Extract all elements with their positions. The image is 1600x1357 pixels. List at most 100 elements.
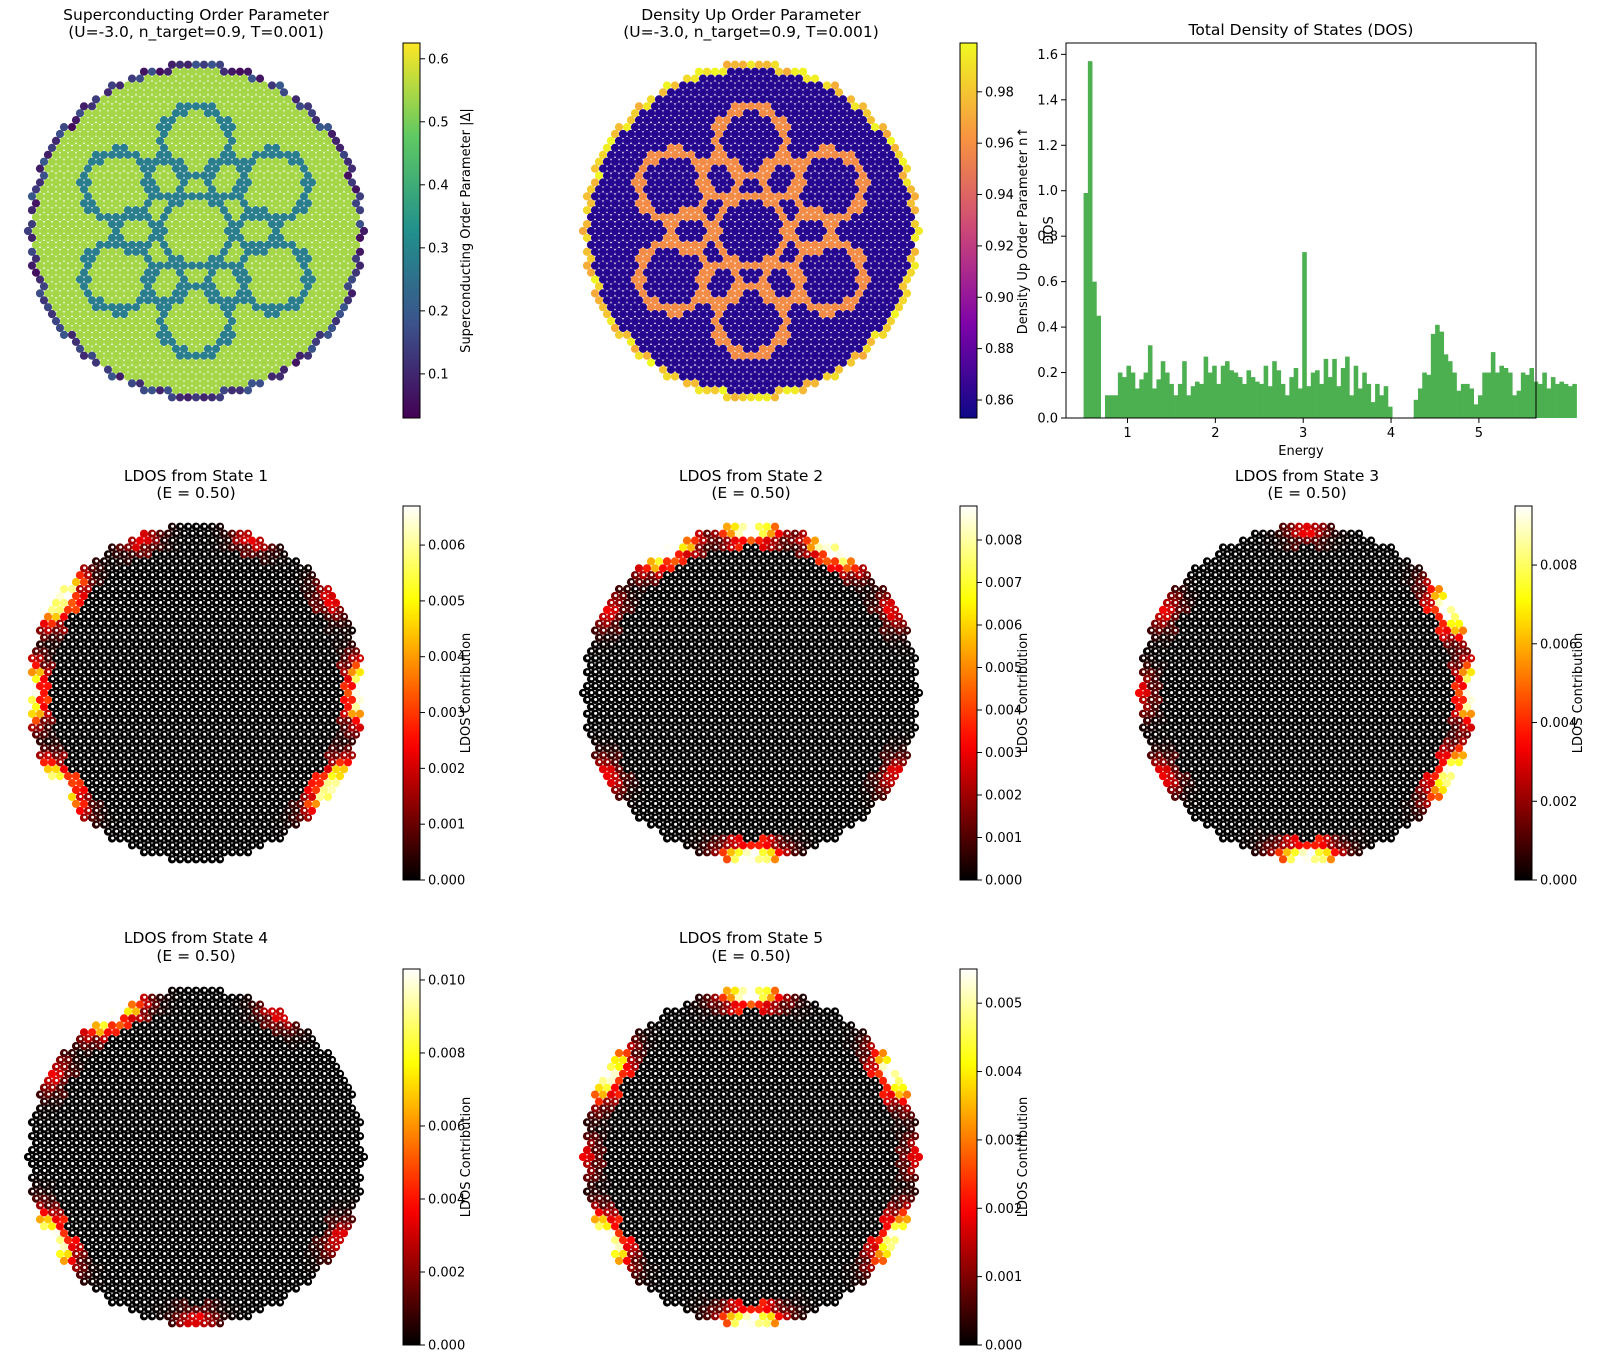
site-highlight xyxy=(199,657,202,660)
lattice-site xyxy=(875,282,883,290)
lattice-site xyxy=(743,165,751,173)
lattice-site xyxy=(292,345,300,353)
lattice-site xyxy=(631,262,639,270)
lattice-site xyxy=(711,123,719,131)
lattice-site xyxy=(72,241,80,249)
site-highlight xyxy=(251,580,254,583)
lattice-site xyxy=(635,227,643,235)
lattice-site xyxy=(112,282,120,290)
lattice-site xyxy=(256,366,264,374)
lattice-site xyxy=(751,123,759,131)
colorbar-label: Superconducting Order Parameter |Δ| xyxy=(459,108,474,353)
lattice-site xyxy=(815,137,823,145)
lattice-site xyxy=(356,206,364,214)
lattice-site xyxy=(815,248,823,256)
lattice-site xyxy=(847,165,855,173)
lattice-site xyxy=(168,366,176,374)
lattice-site xyxy=(68,303,76,311)
lattice-site xyxy=(695,68,703,76)
lattice-site xyxy=(843,296,851,304)
site-highlight xyxy=(211,580,214,583)
lattice-site xyxy=(631,109,639,117)
lattice-site xyxy=(707,75,715,83)
lattice-site xyxy=(759,345,767,353)
lattice-site xyxy=(635,158,643,166)
lattice-site xyxy=(168,241,176,249)
lattice-site xyxy=(292,220,300,228)
site-highlight xyxy=(115,580,118,583)
site-highlight xyxy=(191,684,194,687)
lattice-site xyxy=(679,345,687,353)
site-highlight xyxy=(215,629,218,632)
lattice-site xyxy=(843,241,851,249)
lattice-site xyxy=(827,310,835,318)
lattice-site xyxy=(911,262,919,270)
lattice-site xyxy=(192,185,200,193)
lattice-site xyxy=(144,199,152,207)
lattice-site xyxy=(168,393,176,401)
site-highlight xyxy=(131,663,134,666)
lattice-site xyxy=(288,158,296,166)
lattice-site xyxy=(124,165,132,173)
lattice-site xyxy=(903,275,911,283)
lattice-site xyxy=(92,262,100,270)
lattice-site xyxy=(663,220,671,228)
lattice-site xyxy=(695,81,703,89)
site-highlight xyxy=(239,560,242,563)
lattice-site xyxy=(647,192,655,200)
lattice-site xyxy=(671,165,679,173)
lattice-site xyxy=(747,185,755,193)
site-highlight xyxy=(167,670,170,673)
lattice-site xyxy=(240,199,248,207)
site-highlight xyxy=(267,636,270,639)
site-highlight xyxy=(211,663,214,666)
lattice-site xyxy=(847,123,855,131)
lattice-site xyxy=(292,262,300,270)
lattice-site xyxy=(176,144,184,152)
lattice-site xyxy=(260,220,268,228)
lattice-site xyxy=(739,282,747,290)
site-highlight xyxy=(211,553,214,556)
lattice-site xyxy=(699,255,707,263)
lattice-site xyxy=(216,324,224,332)
lattice-site xyxy=(615,192,623,200)
lattice-site xyxy=(895,289,903,297)
lattice-site xyxy=(276,275,284,283)
lattice-site xyxy=(899,282,907,290)
lattice-site xyxy=(779,213,787,221)
lattice-site xyxy=(867,185,875,193)
lattice-site xyxy=(88,338,96,346)
lattice-site xyxy=(867,199,875,207)
lattice-site xyxy=(863,206,871,214)
lattice-site xyxy=(711,359,719,367)
lattice-site xyxy=(803,296,811,304)
site-highlight xyxy=(231,560,234,563)
lattice-site xyxy=(284,151,292,159)
lattice-site xyxy=(639,165,647,173)
lattice-site xyxy=(236,345,244,353)
lattice-site xyxy=(312,144,320,152)
lattice-site xyxy=(791,303,799,311)
lattice-site xyxy=(707,338,715,346)
lattice-site xyxy=(44,275,52,283)
site-highlight xyxy=(183,587,186,590)
lattice-site xyxy=(591,220,599,228)
lattice-site xyxy=(192,338,200,346)
lattice-site xyxy=(136,269,144,277)
lattice-site xyxy=(88,172,96,180)
lattice-site xyxy=(611,241,619,249)
lattice-site xyxy=(308,206,316,214)
lattice-site xyxy=(867,310,875,318)
lattice-site xyxy=(76,151,84,159)
lattice-site xyxy=(691,130,699,138)
lattice-site xyxy=(699,88,707,96)
lattice-site xyxy=(763,352,771,360)
lattice-site xyxy=(192,393,200,401)
lattice-site xyxy=(64,172,72,180)
site-highlight xyxy=(47,657,50,660)
site-highlight xyxy=(59,636,62,639)
lattice-site xyxy=(232,88,240,96)
lattice-site xyxy=(248,537,256,545)
lattice-site xyxy=(296,130,304,138)
lattice-site xyxy=(232,199,240,207)
